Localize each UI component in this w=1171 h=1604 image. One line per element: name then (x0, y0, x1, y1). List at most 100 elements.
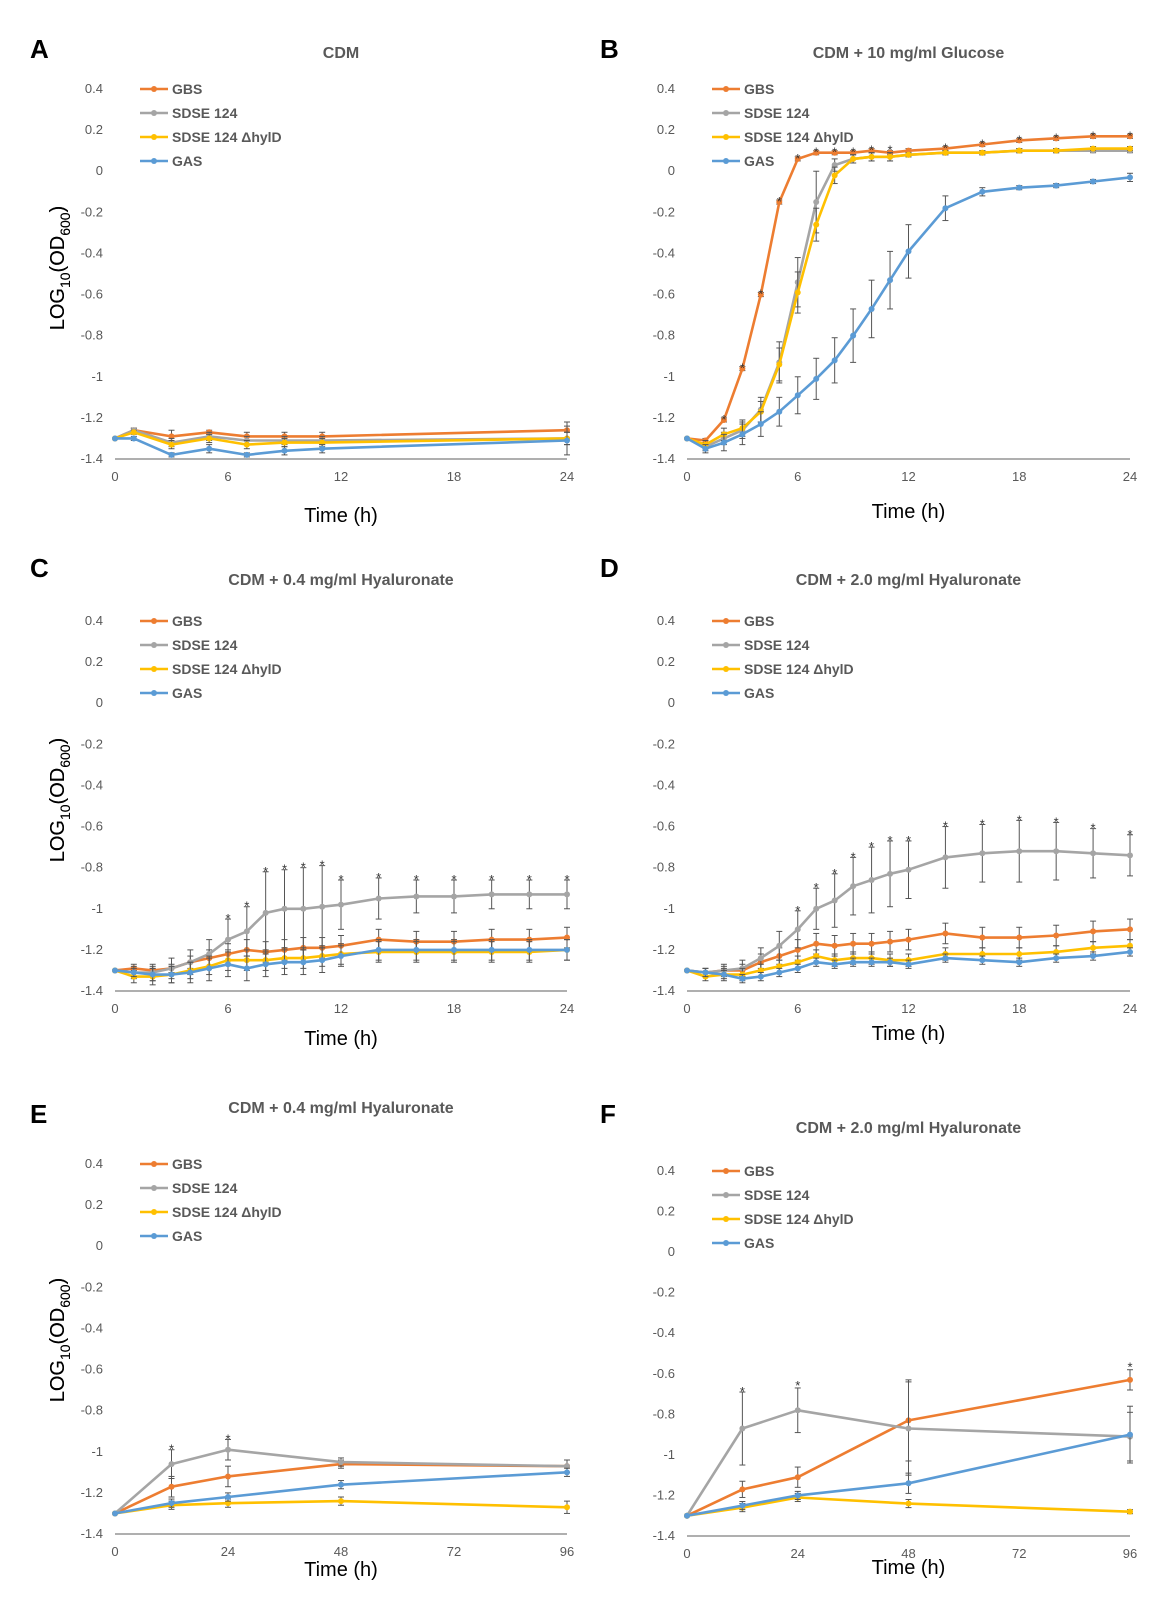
significance-star: * (564, 872, 569, 887)
y-tick-label: -1 (663, 901, 675, 916)
data-point (887, 277, 894, 284)
significance-star: * (1127, 827, 1132, 842)
series-gas (112, 425, 570, 458)
data-point (831, 172, 838, 179)
data-point (488, 946, 495, 953)
data-point (338, 953, 344, 960)
significance-star: * (225, 1431, 230, 1446)
data-point (564, 1463, 570, 1470)
data-point (739, 1425, 746, 1432)
data-point (1127, 1431, 1133, 1438)
data-point (243, 441, 250, 448)
x-tick-label: 48 (901, 1546, 915, 1561)
data-point (168, 451, 175, 458)
data-point (130, 429, 137, 436)
series-gas (112, 1467, 570, 1517)
series-sdse-124 (684, 147, 1133, 452)
data-point (776, 969, 783, 976)
data-point (831, 942, 838, 949)
legend-swatch-marker (151, 158, 157, 164)
data-point (831, 961, 838, 968)
data-point (1053, 955, 1060, 962)
significance-star: * (1054, 130, 1059, 145)
series-sdse-124 (684, 1381, 1133, 1519)
data-point (979, 957, 986, 964)
legend-label: SDSE 124 (744, 637, 810, 653)
y-axis-title-part: (OD (47, 768, 69, 805)
legend-swatch-marker (151, 618, 157, 624)
panel-letter: C (30, 553, 49, 583)
data-point (413, 946, 420, 953)
y-tick-label: -0.8 (653, 328, 675, 343)
data-point (1127, 133, 1133, 140)
x-axis-title: Time (h) (304, 505, 378, 527)
data-point (564, 934, 570, 941)
y-tick-label: 0.2 (85, 1197, 103, 1212)
significance-star: * (169, 1442, 174, 1457)
data-point (451, 946, 457, 953)
data-point (979, 149, 986, 156)
data-point (979, 850, 986, 857)
series-gas (684, 172, 1133, 454)
data-point (338, 1481, 344, 1488)
data-point (979, 141, 986, 148)
y-axis-title: LOG10(OD600) (47, 206, 73, 331)
data-point (739, 1502, 746, 1509)
y-tick-label: -0.6 (81, 819, 103, 834)
y-axis-title-part: 10 (57, 1344, 73, 1360)
data-point (1053, 848, 1060, 855)
data-point (739, 365, 746, 372)
data-point (887, 153, 894, 160)
data-point (720, 416, 727, 423)
data-point (300, 905, 307, 912)
x-tick-label: 12 (334, 1001, 348, 1016)
y-axis-title: LOG10(OD600) (47, 1278, 73, 1403)
data-point (319, 439, 326, 446)
x-tick-label: 48 (334, 1544, 348, 1559)
data-point (281, 905, 288, 912)
y-tick-label: 0 (96, 695, 103, 710)
chart-title: CDM + 10 mg/ml Glucose (813, 45, 1005, 62)
data-point (1127, 948, 1133, 955)
y-tick-label: -1.2 (81, 1485, 103, 1500)
data-point (225, 961, 231, 968)
y-tick-label: -0.6 (653, 1366, 675, 1381)
y-axis-title-part: LOG (47, 288, 69, 330)
data-point (702, 445, 709, 452)
series-sdse-124-hyld (684, 145, 1133, 450)
y-tick-label: -1.4 (81, 1526, 103, 1541)
data-point (206, 435, 213, 442)
data-point (905, 1500, 912, 1507)
data-point (850, 149, 857, 156)
data-point (942, 205, 949, 212)
legend-swatch-marker (723, 158, 729, 164)
significance-star: * (721, 412, 726, 427)
y-tick-label: 0.4 (657, 613, 675, 628)
y-tick-label: -1 (91, 901, 103, 916)
y-axis-title-part: LOG (47, 288, 69, 330)
x-tick-label: 96 (1123, 1546, 1137, 1561)
x-tick-label: 24 (221, 1544, 235, 1559)
panel-letter: B (600, 34, 619, 64)
data-point (739, 975, 746, 982)
x-axis-title: Time (h) (872, 1557, 946, 1579)
data-point (905, 248, 912, 255)
y-tick-label: -0.8 (81, 860, 103, 875)
data-point (979, 951, 986, 957)
significance-star: * (1127, 1360, 1132, 1375)
data-point (1127, 174, 1133, 181)
data-point (850, 940, 857, 947)
data-point (1090, 953, 1097, 960)
y-axis-title-part: 600 (57, 744, 73, 768)
data-point (225, 1446, 231, 1453)
data-point (1016, 184, 1023, 191)
chart-title: CDM (323, 45, 359, 62)
data-point (720, 971, 727, 978)
data-point (794, 959, 801, 966)
data-point (794, 289, 801, 296)
data-point (942, 149, 949, 156)
data-point (526, 946, 533, 953)
series-gas (112, 939, 570, 984)
data-point (831, 149, 838, 156)
x-tick-label: 18 (1012, 469, 1026, 484)
